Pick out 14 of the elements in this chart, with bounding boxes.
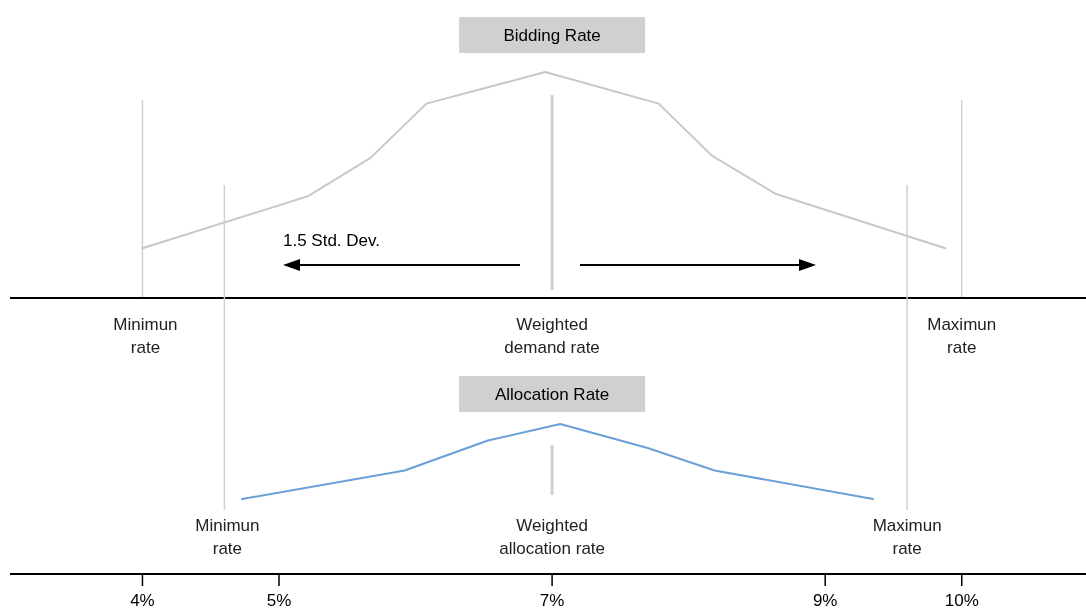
x-tick-label: 9% (812, 591, 838, 610)
ref-line-label: Maximun rate (927, 315, 997, 357)
ref-line-label: Weighted demand rate (504, 315, 600, 357)
x-tick-label: 4% (130, 591, 155, 610)
ref-line-label: Weighted allocation rate (499, 516, 606, 558)
x-tick-label: 10% (944, 591, 979, 610)
annotation: 1.5 Std. Dev. (283, 231, 381, 250)
x-tick-label: 5% (266, 591, 292, 610)
x-tick-label: 7% (539, 591, 565, 610)
ref-line-label: Maximun rate (872, 516, 942, 558)
chart-title: Allocation Rate (494, 385, 610, 404)
ref-line-label: Minimun rate (113, 315, 178, 357)
chart-title: Bidding Rate (503, 26, 601, 45)
ref-line-label: Minimun rate (195, 516, 260, 558)
